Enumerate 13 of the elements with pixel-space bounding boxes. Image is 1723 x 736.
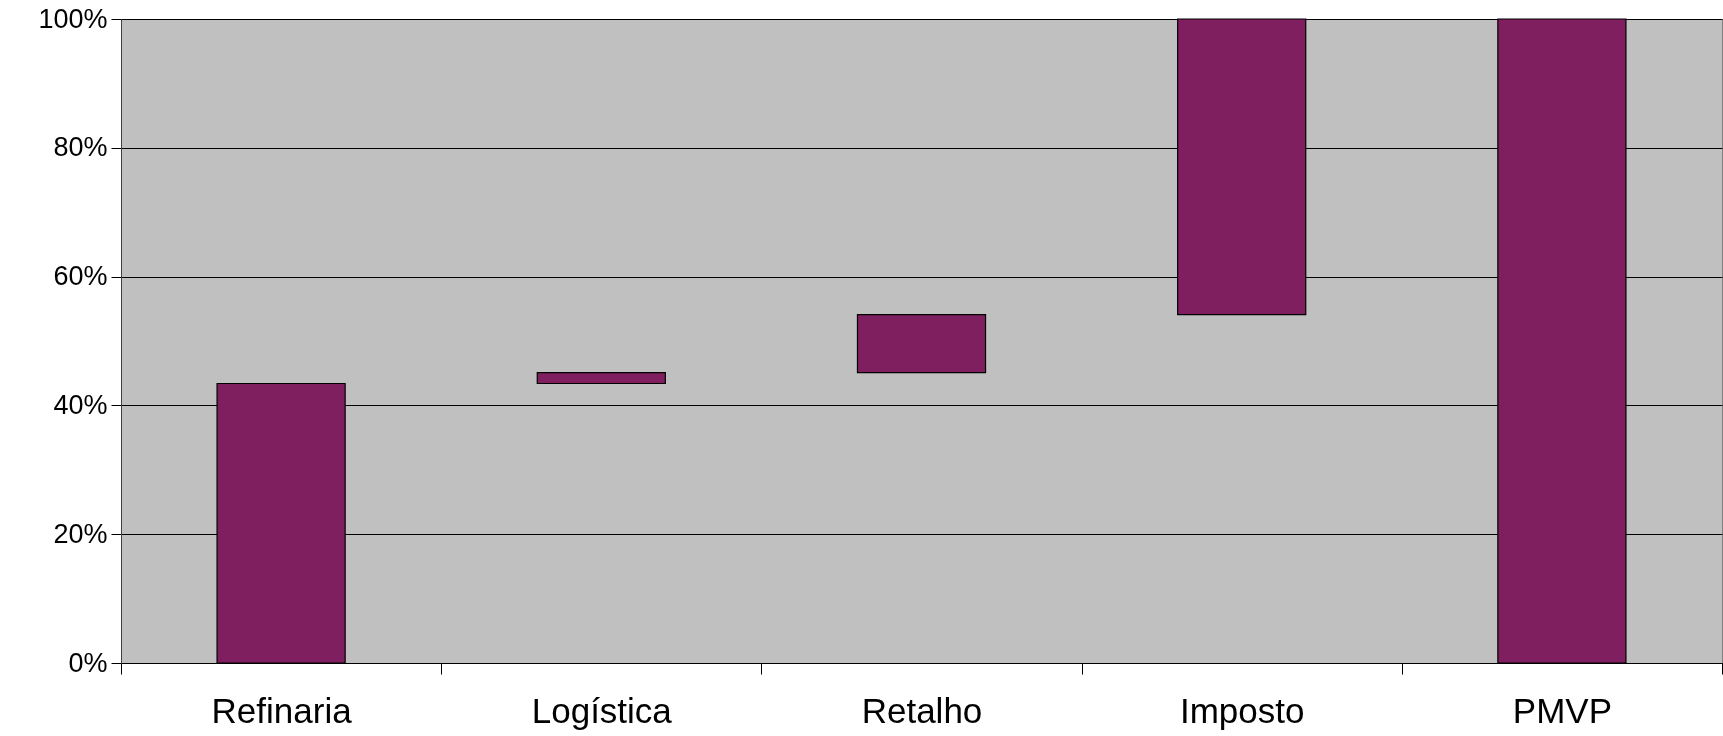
y-tick-label: 40% <box>53 389 108 420</box>
y-tick-label: 100% <box>38 3 108 34</box>
bar <box>536 371 666 385</box>
y-tick-label: 80% <box>53 132 108 163</box>
y-tick-label: 20% <box>53 518 108 549</box>
x-tick-label: Imposto <box>1179 690 1305 730</box>
x-tick-label: PMVP <box>1512 690 1612 730</box>
x-tick-label: Retalho <box>861 690 983 730</box>
bar <box>856 314 987 374</box>
x-tick-label: Refinaria <box>211 690 353 730</box>
x-tick-label: Logística <box>531 690 673 730</box>
y-tick-label: 60% <box>53 261 108 292</box>
y-tick-label: 0% <box>68 647 108 678</box>
